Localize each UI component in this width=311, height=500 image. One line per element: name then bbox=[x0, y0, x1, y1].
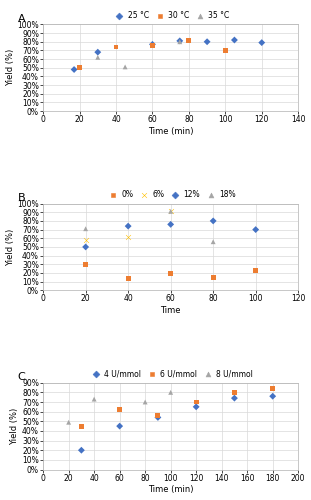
Point bbox=[168, 208, 173, 216]
Legend: 4 U/mmol, 6 U/mmol, 8 U/mmol: 4 U/mmol, 6 U/mmol, 8 U/mmol bbox=[88, 369, 253, 378]
Point bbox=[79, 446, 84, 454]
Point bbox=[72, 66, 77, 74]
Point bbox=[205, 38, 210, 46]
Legend: 25 °C, 30 °C, 35 °C: 25 °C, 30 °C, 35 °C bbox=[112, 11, 230, 20]
Point bbox=[168, 220, 173, 228]
X-axis label: Time (min): Time (min) bbox=[148, 127, 193, 136]
Point bbox=[223, 46, 228, 54]
Point bbox=[83, 224, 88, 232]
Text: C: C bbox=[18, 372, 26, 382]
Point bbox=[126, 222, 131, 230]
Point bbox=[270, 392, 275, 400]
Point bbox=[186, 37, 191, 45]
Point bbox=[143, 398, 148, 406]
Point bbox=[211, 238, 216, 246]
Y-axis label: Yield (%): Yield (%) bbox=[6, 49, 15, 86]
Text: A: A bbox=[18, 14, 25, 24]
Point bbox=[253, 226, 258, 234]
Point bbox=[126, 234, 131, 241]
Point bbox=[83, 260, 88, 268]
Point bbox=[253, 266, 258, 274]
Point bbox=[126, 274, 131, 282]
Point bbox=[232, 388, 237, 396]
Point bbox=[95, 48, 100, 56]
Point bbox=[79, 422, 84, 430]
Point bbox=[123, 63, 128, 71]
Point bbox=[117, 422, 122, 430]
Text: B: B bbox=[18, 192, 25, 202]
Point bbox=[211, 217, 216, 225]
Point bbox=[232, 36, 237, 44]
Point bbox=[177, 37, 182, 45]
Point bbox=[83, 236, 88, 244]
Point bbox=[211, 274, 216, 281]
Legend: 0%, 6%, 12%, 18%: 0%, 6%, 12%, 18% bbox=[105, 190, 236, 199]
Point bbox=[168, 208, 173, 216]
Point bbox=[83, 243, 88, 251]
Point bbox=[232, 394, 237, 402]
Point bbox=[168, 270, 173, 278]
X-axis label: Time: Time bbox=[160, 306, 181, 316]
Point bbox=[259, 38, 264, 46]
X-axis label: Time (min): Time (min) bbox=[148, 486, 193, 494]
Point bbox=[156, 414, 160, 422]
Point bbox=[66, 418, 71, 426]
Point bbox=[114, 43, 118, 51]
Point bbox=[177, 38, 182, 46]
Point bbox=[156, 412, 160, 420]
Point bbox=[194, 398, 199, 406]
Y-axis label: Yield (%): Yield (%) bbox=[10, 408, 19, 445]
Point bbox=[77, 64, 82, 72]
Y-axis label: Yield (%): Yield (%) bbox=[6, 228, 15, 266]
Point bbox=[150, 40, 155, 48]
Point bbox=[95, 54, 100, 62]
Point bbox=[194, 403, 199, 411]
Point bbox=[117, 406, 122, 413]
Point bbox=[92, 395, 97, 403]
Point bbox=[270, 384, 275, 392]
Point bbox=[168, 388, 173, 396]
Point bbox=[150, 41, 155, 49]
